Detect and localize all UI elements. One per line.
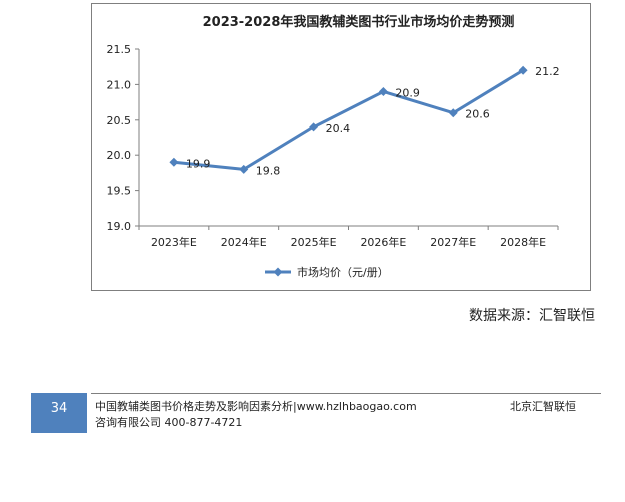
y-tick-label: 20.0 — [107, 149, 132, 162]
footer-text: 中国教辅类图书价格走势及影响因素分析|www.hzlhbaogao.com 咨询… — [95, 399, 495, 431]
data-point-marker — [239, 164, 249, 174]
x-tick-label: 2026年E — [360, 235, 406, 249]
chart-title: 2023-2028年我国教辅类图书行业市场均价走势预测 — [203, 14, 515, 30]
footer-line-1: 中国教辅类图书价格走势及影响因素分析|www.hzlhbaogao.com — [95, 400, 417, 413]
line-chart: 2023-2028年我国教辅类图书行业市场均价走势预测 21.5 21.0 20.5 2… — [107, 14, 560, 279]
chart-container: 2023-2028年我国教辅类图书行业市场均价走势预测 21.5 21.0 20.5 2… — [91, 3, 591, 291]
x-tick-label: 2024年E — [221, 235, 267, 249]
y-tick-label: 19.5 — [107, 185, 132, 198]
data-label: 20.4 — [326, 122, 351, 135]
footer-company: 北京汇智联恒 — [510, 400, 576, 413]
data-label: 20.9 — [395, 86, 420, 99]
data-label: 19.9 — [186, 157, 211, 170]
y-tick-label: 21.0 — [107, 78, 132, 91]
x-tick-label: 2027年E — [430, 235, 476, 249]
data-label: 21.2 — [535, 65, 560, 78]
footer-line-2: 咨询有限公司 400-877-4721 — [95, 416, 243, 429]
y-tick-label: 21.5 — [107, 43, 132, 56]
page-number: 34 — [31, 393, 87, 433]
series-line — [173, 68, 524, 171]
data-point-marker — [378, 86, 388, 96]
x-tick-label: 2028年E — [500, 235, 546, 249]
source-note: 数据来源：汇智联恒 — [469, 308, 595, 324]
data-point-marker — [448, 108, 458, 118]
y-tick-label: 20.5 — [107, 114, 132, 127]
legend-marker — [273, 267, 283, 277]
data-label: 19.8 — [256, 164, 281, 177]
x-tick-label: 2023年E — [151, 235, 197, 249]
y-tick-label: 19.0 — [107, 220, 132, 233]
footer-divider — [91, 393, 601, 394]
data-point-marker — [169, 157, 179, 167]
data-point-marker — [309, 122, 319, 132]
data-point-marker — [518, 65, 528, 75]
legend-label: 市场均价（元/册） — [297, 265, 389, 279]
x-tick-label: 2025年E — [291, 235, 337, 249]
data-label: 20.6 — [465, 108, 490, 121]
